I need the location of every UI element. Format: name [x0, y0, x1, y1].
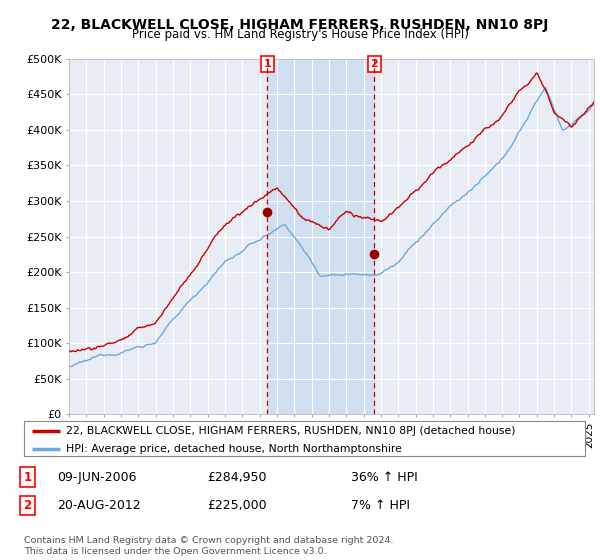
Text: Contains HM Land Registry data © Crown copyright and database right 2024.
This d: Contains HM Land Registry data © Crown c…	[24, 536, 394, 556]
Text: 36% ↑ HPI: 36% ↑ HPI	[351, 470, 418, 484]
Text: £284,950: £284,950	[207, 470, 266, 484]
Text: Price paid vs. HM Land Registry's House Price Index (HPI): Price paid vs. HM Land Registry's House …	[131, 28, 469, 41]
Text: 09-JUN-2006: 09-JUN-2006	[57, 470, 137, 484]
Text: 2: 2	[371, 59, 379, 69]
Text: 1: 1	[263, 59, 271, 69]
Text: 7% ↑ HPI: 7% ↑ HPI	[351, 499, 410, 512]
Text: 22, BLACKWELL CLOSE, HIGHAM FERRERS, RUSHDEN, NN10 8PJ (detached house): 22, BLACKWELL CLOSE, HIGHAM FERRERS, RUS…	[66, 426, 515, 436]
Text: 1: 1	[23, 470, 32, 484]
Bar	[267, 59, 374, 414]
Text: 22, BLACKWELL CLOSE, HIGHAM FERRERS, RUSHDEN, NN10 8PJ: 22, BLACKWELL CLOSE, HIGHAM FERRERS, RUS…	[52, 18, 548, 32]
Text: HPI: Average price, detached house, North Northamptonshire: HPI: Average price, detached house, Nort…	[66, 444, 402, 454]
Text: 20-AUG-2012: 20-AUG-2012	[57, 499, 140, 512]
Text: 2: 2	[23, 499, 32, 512]
Text: £225,000: £225,000	[207, 499, 266, 512]
